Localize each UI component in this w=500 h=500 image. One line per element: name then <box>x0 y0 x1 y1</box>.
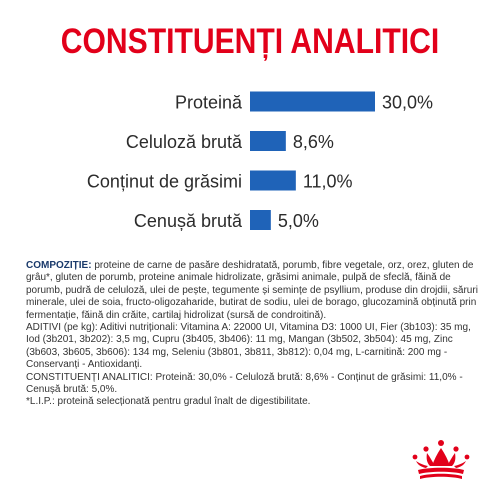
page-title: CONSTITUENȚI ANALITICI <box>60 22 440 61</box>
composition-text: proteine de carne de pasăre deshidratată… <box>26 260 478 321</box>
additives-paragraph: ADITIVI (pe kg): Aditivi nutriționali: V… <box>26 322 471 371</box>
category-label: Proteină <box>175 93 243 113</box>
crown-logo-icon <box>412 440 470 479</box>
analytical-paragraph: CONSTITUENȚI ANALITICI: Proteină: 30,0% … <box>26 371 463 396</box>
category-label: Celuloză brută <box>126 132 243 152</box>
bar <box>250 170 296 191</box>
bar <box>250 131 286 151</box>
value-label: 8,6% <box>293 132 334 152</box>
bar <box>250 210 271 230</box>
category-label: Conținut de grăsimi <box>87 172 242 192</box>
nutrient-bar-chart: Proteină 30,0% Celuloză brută 8,6% Conținut … <box>87 91 433 231</box>
category-label: Cenușă brută <box>134 211 243 231</box>
value-label: 11,0% <box>303 172 353 192</box>
composition-paragraph: COMPOZIȚIE: proteine de carne de pasăre … <box>26 260 478 322</box>
value-label: 5,0% <box>278 211 319 231</box>
composition-block: COMPOZIȚIE: proteine de carne de pasăre … <box>26 260 478 409</box>
bar <box>250 91 375 112</box>
value-label: 30,0% <box>382 93 433 113</box>
footnote: *L.I.P.: proteină selecționată pentru gr… <box>26 396 311 408</box>
composition-label: COMPOZIȚIE: <box>26 260 92 271</box>
